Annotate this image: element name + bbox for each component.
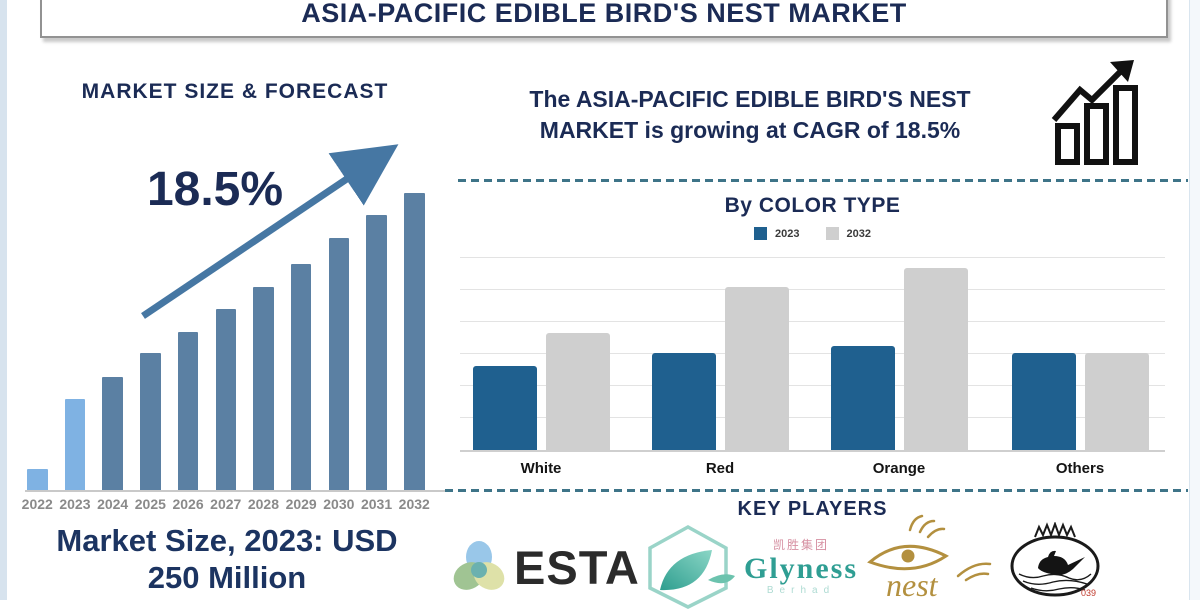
title-box: ASIA-PACIFIC EDIBLE BIRD'S NEST MARKET — [40, 0, 1168, 38]
colortype-bar-orange-2023 — [831, 346, 895, 450]
gridline — [460, 385, 1165, 386]
bird-logo-code-text: 039 — [1081, 588, 1096, 598]
legend-swatch-2023 — [754, 227, 768, 240]
gridline — [460, 289, 1165, 290]
legend-item-2032: 2032 — [825, 227, 871, 240]
colortype-bar-white-2023 — [473, 366, 537, 450]
esta-wordmark: ESTA — [514, 540, 640, 594]
forecast-bar-2028 — [253, 287, 274, 490]
nest-script-text: nest — [886, 567, 939, 602]
dashed-divider-bottom — [445, 489, 1188, 492]
dashed-divider-top — [458, 179, 1188, 182]
forecast-bar-2024 — [102, 377, 123, 490]
colortype-bar-white-2032 — [546, 333, 610, 450]
cagr-statement-line1: The ASIA-PACIFIC EDIBLE BIRD'S NEST — [529, 86, 971, 112]
growth-chart-icon — [1051, 60, 1138, 165]
forecast-year-label: 2032 — [398, 496, 430, 512]
glyness-hexagon-leaf-icon — [648, 525, 735, 609]
colortype-bar-red-2032 — [725, 287, 789, 450]
colortype-bar-orange-2032 — [904, 268, 968, 450]
colortype-bar-others-2023 — [1012, 353, 1076, 450]
color-chart-legend: 2023 2032 — [460, 227, 1165, 240]
market-size-footer-line1: Market Size, 2023: USD — [56, 523, 398, 558]
forecast-bar-2027 — [215, 309, 236, 490]
gridline — [460, 321, 1165, 322]
forecast-chart — [25, 190, 447, 492]
cagr-statement: The ASIA-PACIFIC EDIBLE BIRD'S NEST MARK… — [455, 84, 1045, 146]
forecast-bar-2030 — [328, 238, 350, 490]
esta-trefoil-icon — [453, 541, 505, 590]
forecast-year-label: 2026 — [172, 496, 204, 512]
key-player-birdnest-logo: 039 — [1005, 521, 1110, 605]
colortype-category-label: White — [520, 460, 562, 477]
color-type-x-labels: White Red Orange Others — [460, 460, 1165, 480]
market-size-footer: Market Size, 2023: USD 250 Million — [18, 522, 436, 596]
cagr-value-label: 18.5% — [146, 163, 284, 216]
forecast-year-label: 2031 — [360, 496, 393, 512]
page-right-edge-strip — [1189, 0, 1200, 600]
forecast-year-label: 2023 — [59, 496, 91, 512]
forecast-year-label: 2027 — [210, 496, 242, 512]
forecast-bar-2029 — [290, 264, 312, 490]
forecast-bar-2031 — [366, 215, 387, 490]
legend-label-2032: 2032 — [846, 227, 871, 240]
forecast-bar-2026 — [177, 332, 199, 490]
legend-label-2023: 2023 — [775, 227, 800, 240]
key-player-esta-logo: ESTA — [452, 538, 640, 596]
glyness-wordmark: Glyness — [744, 552, 859, 585]
glyness-text-block: 凯胜集团 Glyness Berhad — [744, 524, 858, 596]
gridline — [460, 257, 1165, 258]
gridline — [460, 417, 1165, 418]
forecast-year-label: 2024 — [97, 496, 129, 512]
color-type-chart — [460, 250, 1165, 452]
legend-item-2023: 2023 — [754, 227, 800, 240]
colortype-category-label: Others — [1055, 460, 1105, 477]
forecast-year-label: 2030 — [323, 496, 355, 512]
glyness-chinese-label: 凯胜集团 — [773, 538, 830, 552]
legend-swatch-2032 — [825, 227, 839, 240]
growth-trend-arrow-icon — [141, 144, 399, 319]
colortype-category-label: Orange — [872, 460, 926, 477]
glyness-berhad-label: Berhad — [766, 585, 836, 596]
forecast-year-label: 2022 — [21, 496, 53, 512]
colortype-bar-others-2032 — [1085, 353, 1149, 450]
colortype-category-label: Red — [705, 460, 735, 477]
nest-eye-icon: nest — [867, 514, 992, 603]
key-players-heading: KEY PLAYERS — [737, 498, 888, 520]
color-type-heading: By COLOR TYPE — [724, 194, 901, 217]
page-left-edge-strip — [0, 0, 7, 600]
key-player-nest-logo: nest — [858, 514, 1003, 607]
forecast-year-label: 2029 — [285, 496, 317, 512]
forecast-bar-2023 — [64, 399, 86, 490]
key-player-glyness-logo: 凯胜集团 Glyness Berhad — [638, 524, 858, 610]
forecast-year-label: 2028 — [247, 496, 280, 512]
page-title: ASIA-PACIFIC EDIBLE BIRD'S NEST MARKET — [301, 0, 907, 28]
forecast-year-label: 2025 — [134, 496, 166, 512]
colortype-bar-red-2023 — [652, 353, 716, 450]
gridline — [460, 353, 1165, 354]
forecast-bar-2022 — [27, 469, 48, 490]
forecast-bar-2025 — [140, 353, 161, 490]
market-size-forecast-heading: MARKET SIZE & FORECAST — [81, 80, 389, 103]
market-size-footer-line2: 250 Million — [147, 560, 307, 595]
cagr-statement-line2: MARKET is growing at CAGR of 18.5% — [539, 117, 961, 143]
forecast-x-labels: 2022 2023 2024 2025 2026 2027 2028 2029 2030 2031… — [22, 496, 447, 514]
bird-in-nest-icon: 039 — [1010, 521, 1100, 598]
forecast-bar-2032 — [404, 193, 425, 490]
